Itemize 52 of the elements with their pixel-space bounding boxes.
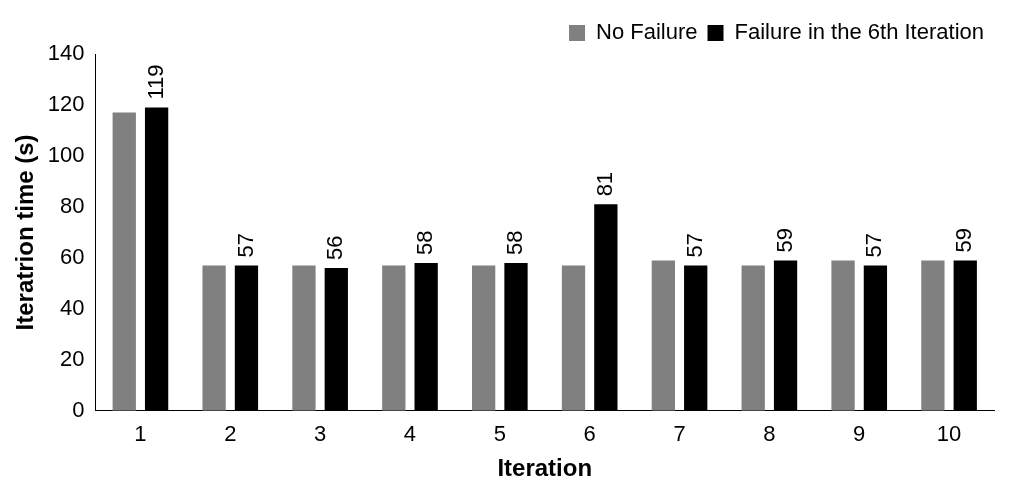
y-tick-label: 20 [60, 345, 85, 371]
data-label: 57 [861, 233, 887, 258]
bar [144, 107, 169, 411]
data-label: 57 [681, 233, 707, 258]
bar [472, 265, 496, 411]
legend-label: No Failure [596, 19, 698, 45]
data-label: 59 [771, 227, 797, 253]
bar [561, 265, 586, 411]
bar [773, 260, 798, 411]
data-label: 59 [951, 227, 977, 253]
bar [324, 268, 348, 411]
data-label: 119 [142, 64, 168, 100]
data-label: 58 [412, 230, 438, 255]
bar [921, 260, 945, 411]
x-axis-title: Iteration [497, 454, 593, 482]
bar [684, 265, 708, 411]
bar [741, 265, 765, 411]
bar [831, 260, 855, 411]
bar [202, 265, 226, 411]
x-tick-label: 3 [314, 421, 327, 447]
data-label: 58 [502, 230, 528, 255]
y-tick-label: 60 [60, 243, 85, 269]
x-tick-label: 2 [224, 421, 237, 447]
x-tick-label: 9 [853, 421, 866, 447]
y-tick-label: 40 [60, 294, 85, 320]
y-tick-label: 80 [60, 192, 85, 218]
bar [382, 265, 406, 411]
y-tick-label: 0 [72, 396, 85, 422]
x-tick-label: 7 [673, 421, 686, 447]
y-tick-label: 100 [47, 142, 85, 168]
data-label: 56 [322, 235, 348, 261]
x-tick-label: 1 [134, 421, 147, 447]
bar [414, 262, 438, 411]
bar [112, 112, 136, 411]
y-axis-title: Iteratrion time (s) [11, 134, 39, 331]
data-label: 57 [232, 233, 258, 258]
bar [651, 260, 675, 411]
legend-label: Failure in the 6th Iteration [734, 19, 985, 45]
bar [863, 265, 888, 411]
y-tick-label: 120 [47, 91, 85, 117]
bar [234, 265, 259, 411]
x-tick-label: 8 [763, 421, 776, 447]
bar [953, 260, 977, 411]
data-label: 81 [591, 171, 617, 197]
x-tick-label: 5 [493, 421, 506, 447]
bar [292, 265, 316, 411]
x-tick-label: 6 [583, 421, 596, 447]
bar [504, 262, 528, 411]
y-tick-label: 140 [47, 40, 85, 66]
bar [594, 204, 618, 411]
x-tick-label: 10 [936, 421, 962, 447]
x-tick-label: 4 [403, 421, 417, 447]
